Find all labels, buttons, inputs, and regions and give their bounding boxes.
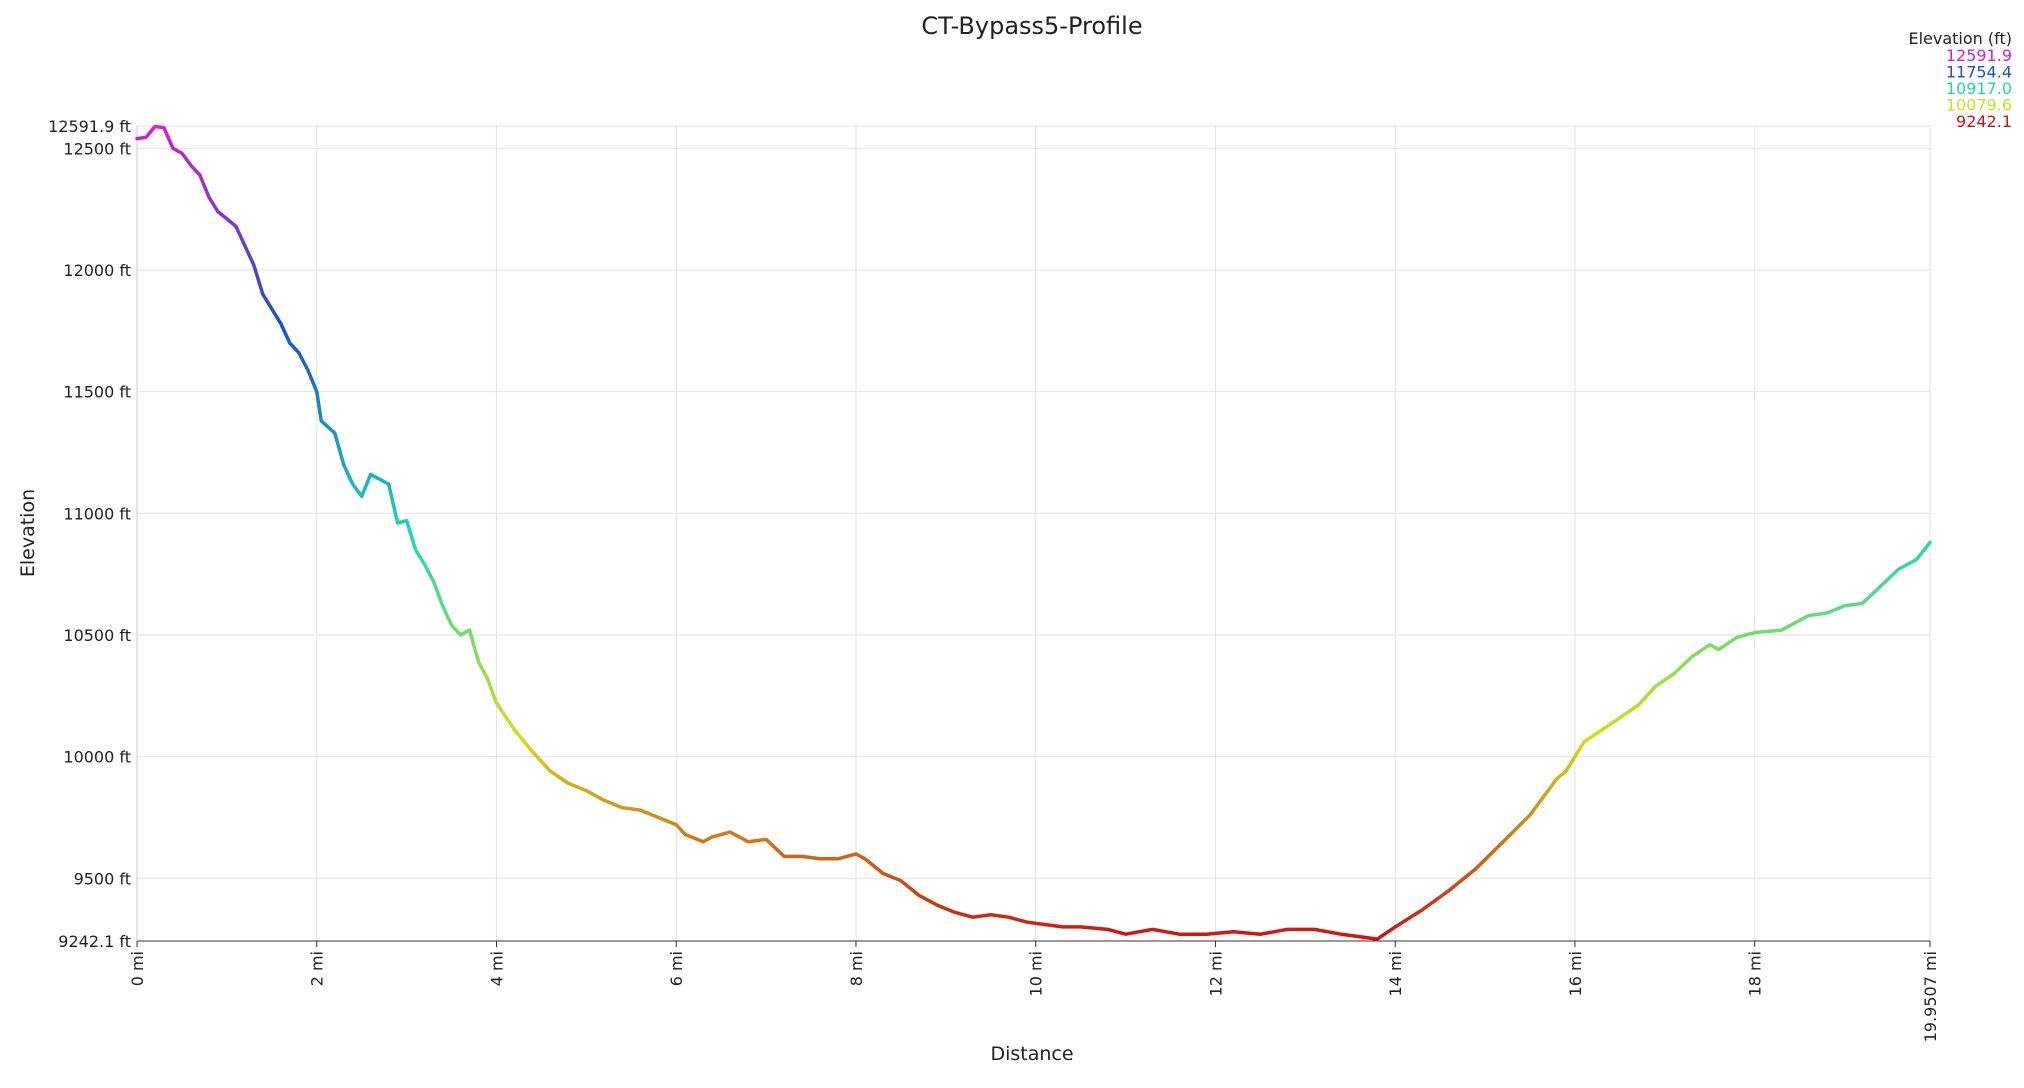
x-tick-label: 14 mi: [1386, 951, 1405, 996]
y-tick-label: 12500 ft: [63, 139, 131, 158]
y-tick-label: 9500 ft: [74, 869, 131, 888]
legend-entry: 10079.6: [1946, 96, 2012, 115]
y-tick-label: 12000 ft: [63, 261, 131, 280]
y-tick-label: 10500 ft: [63, 626, 131, 645]
x-axis-title: Distance: [990, 1043, 1073, 1065]
x-tick-label: 10 mi: [1027, 951, 1046, 996]
legend-entry: 12591.9: [1946, 46, 2012, 65]
x-tick-label: 18 mi: [1746, 951, 1765, 996]
y-tick-label: 12591.9 ft: [48, 117, 131, 136]
y-tick-label: 9242.1 ft: [58, 932, 131, 951]
y-tick-label: 11500 ft: [63, 383, 131, 402]
x-tick-label: 8 mi: [847, 951, 866, 986]
y-tick-label: 10000 ft: [63, 748, 131, 767]
chart-title: CT-Bypass5-Profile: [921, 12, 1142, 40]
legend-entry: 9242.1: [1956, 112, 2012, 131]
x-tick-label: 2 mi: [308, 951, 327, 986]
legend-title: Elevation (ft): [1908, 29, 2012, 48]
x-tick-label: 0 mi: [128, 951, 147, 986]
x-tick-label: 16 mi: [1566, 951, 1585, 996]
legend-entry: 10917.0: [1946, 79, 2012, 98]
x-tick-label: 19.9507 mi: [1921, 951, 1940, 1042]
elevation-line: [135, 124, 1932, 941]
y-axis-title: Elevation: [17, 489, 39, 577]
x-tick-label: 12 mi: [1206, 951, 1225, 996]
y-tick-label: 11000 ft: [63, 504, 131, 523]
x-tick-label: 6 mi: [667, 951, 686, 986]
legend-entry: 11754.4: [1946, 63, 2012, 82]
x-tick-label: 4 mi: [487, 951, 506, 986]
